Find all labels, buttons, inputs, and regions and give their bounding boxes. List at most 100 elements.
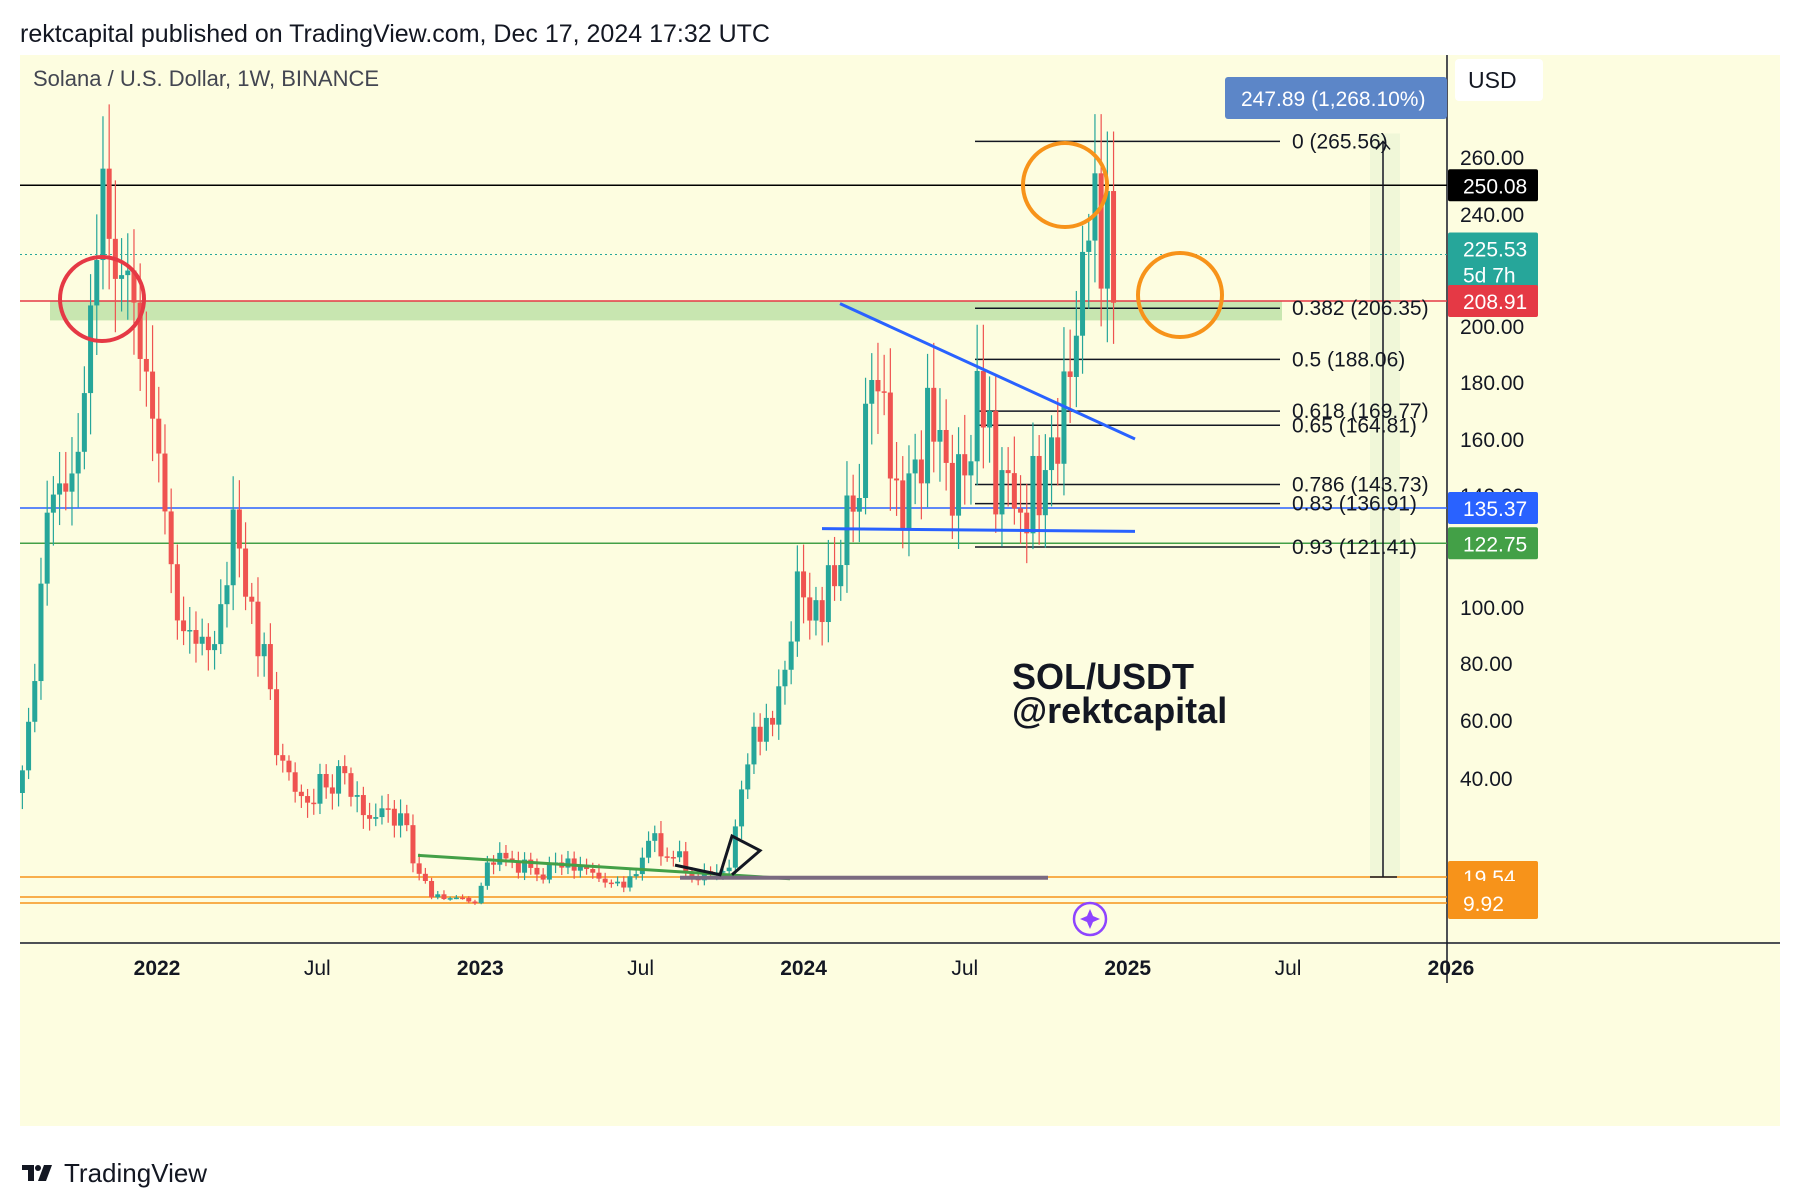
- chart-title: Solana / U.S. Dollar, 1W, BINANCE: [33, 66, 379, 91]
- candle-body: [1061, 371, 1067, 464]
- event-marker-icon: [1072, 901, 1108, 937]
- candle-body: [838, 565, 844, 587]
- time-tick-label: Jul: [951, 957, 978, 980]
- breakout-arrow-icon: [674, 833, 763, 877]
- fib-level-label: 0.5 (188.06): [1292, 348, 1405, 371]
- candle-body: [1104, 191, 1110, 289]
- candle-body: [261, 644, 267, 657]
- candle-body: [813, 600, 819, 621]
- candle-body: [751, 726, 757, 765]
- candle-body: [274, 689, 280, 756]
- candle-body: [212, 644, 218, 651]
- fib-level-label: 0.382 (206.35): [1292, 297, 1429, 320]
- candle-body: [410, 825, 416, 864]
- publish-info: rektcapital published on TradingView.com…: [20, 20, 770, 48]
- candle-body: [900, 480, 906, 530]
- price-tick-label: 40.00: [1460, 768, 1513, 791]
- candle-body: [646, 840, 652, 858]
- candle-body: [937, 429, 943, 442]
- candle-body: [577, 866, 583, 871]
- candle-body: [57, 483, 63, 495]
- candle-body: [639, 857, 645, 875]
- candle-body: [243, 548, 249, 597]
- candle-body: [869, 379, 875, 404]
- candle-body: [664, 856, 670, 858]
- price-tick-label: 240.00: [1460, 204, 1524, 227]
- candle-body: [484, 862, 490, 886]
- price-badge-label: 208.91: [1463, 291, 1527, 314]
- candle-body: [1042, 470, 1048, 516]
- candle-body: [230, 509, 236, 586]
- candle-body: [174, 564, 180, 621]
- candle-body: [348, 773, 354, 797]
- candle-body: [367, 815, 373, 819]
- candle-body: [249, 596, 255, 602]
- candle-body: [100, 168, 106, 261]
- candle-body: [974, 370, 980, 462]
- candle-body: [608, 882, 614, 885]
- chart-area[interactable]: 0 (265.56) 0.382 (206.35) 0.5 (188.06) 0.61…: [19, 55, 1781, 1135]
- candle-body: [69, 473, 75, 492]
- candle-body: [1049, 437, 1055, 471]
- candle-body: [540, 874, 546, 880]
- candle-body: [1092, 173, 1098, 241]
- candle-body: [32, 681, 38, 722]
- measure-label: 247.89 (1,268.10%): [1241, 88, 1425, 111]
- price-badge: [1448, 527, 1538, 560]
- candle-body: [255, 601, 261, 657]
- candle-body: [267, 644, 273, 690]
- candle-body: [522, 859, 528, 873]
- candle-body: [794, 571, 800, 642]
- tradingview-brand[interactable]: TradingView: [64, 1157, 208, 1188]
- candle-body: [912, 459, 918, 474]
- candle-body: [404, 813, 410, 826]
- candle-body: [119, 275, 125, 279]
- candle-body: [894, 478, 900, 481]
- candle-body: [379, 808, 385, 818]
- candle-body: [720, 871, 726, 873]
- candle-body: [236, 509, 242, 549]
- currency-label: USD: [1468, 67, 1517, 93]
- red-circle-marker: [58, 255, 146, 343]
- support-zone: [50, 301, 1282, 321]
- currency-button: [1455, 59, 1543, 101]
- candle-body: [677, 851, 683, 858]
- time-tick-label: 2022: [134, 957, 181, 980]
- candle-body: [856, 498, 862, 512]
- candle-body: [373, 817, 379, 819]
- candle-body: [156, 418, 162, 454]
- fib-level-label: 0.83 (136.91): [1292, 493, 1417, 516]
- candle-body: [497, 852, 503, 865]
- candle-body: [137, 302, 143, 359]
- price-badge-label: 225.53: [1463, 239, 1527, 262]
- candle-body: [652, 833, 658, 841]
- candle-body: [416, 863, 422, 874]
- candle-body: [615, 881, 621, 884]
- price-badge: [1448, 169, 1538, 202]
- candle-body: [980, 370, 986, 428]
- time-tick-label: 2026: [1428, 957, 1475, 980]
- candle-body: [658, 833, 664, 857]
- candle-body: [391, 808, 397, 826]
- candle-body: [515, 861, 521, 873]
- candle-body: [757, 726, 763, 742]
- candle-body: [819, 600, 825, 623]
- price-tick-label: 160.00: [1460, 429, 1524, 452]
- price-badge-label: 250.08: [1463, 175, 1527, 198]
- watermark-line-1: SOL/USDT: [1012, 656, 1194, 697]
- candle-body: [1086, 240, 1092, 252]
- candle-body: [143, 358, 149, 372]
- price-badge-label: 122.75: [1463, 533, 1527, 556]
- descending-trendline: [839, 302, 1136, 441]
- time-tick-label: 2023: [457, 957, 504, 980]
- time-tick-label: Jul: [627, 957, 654, 980]
- candle-body: [422, 873, 428, 881]
- price-chart[interactable]: 0 (265.56) 0.382 (206.35) 0.5 (188.06) 0.61…: [19, 55, 1781, 1135]
- price-badge-label: 135.37: [1463, 498, 1527, 521]
- candle-body: [596, 872, 602, 879]
- candle-body: [993, 411, 999, 515]
- candle-body: [88, 305, 94, 394]
- candle-body: [354, 795, 360, 797]
- candle-body: [280, 755, 286, 761]
- watermark-line-2: @rektcapital: [1012, 690, 1227, 731]
